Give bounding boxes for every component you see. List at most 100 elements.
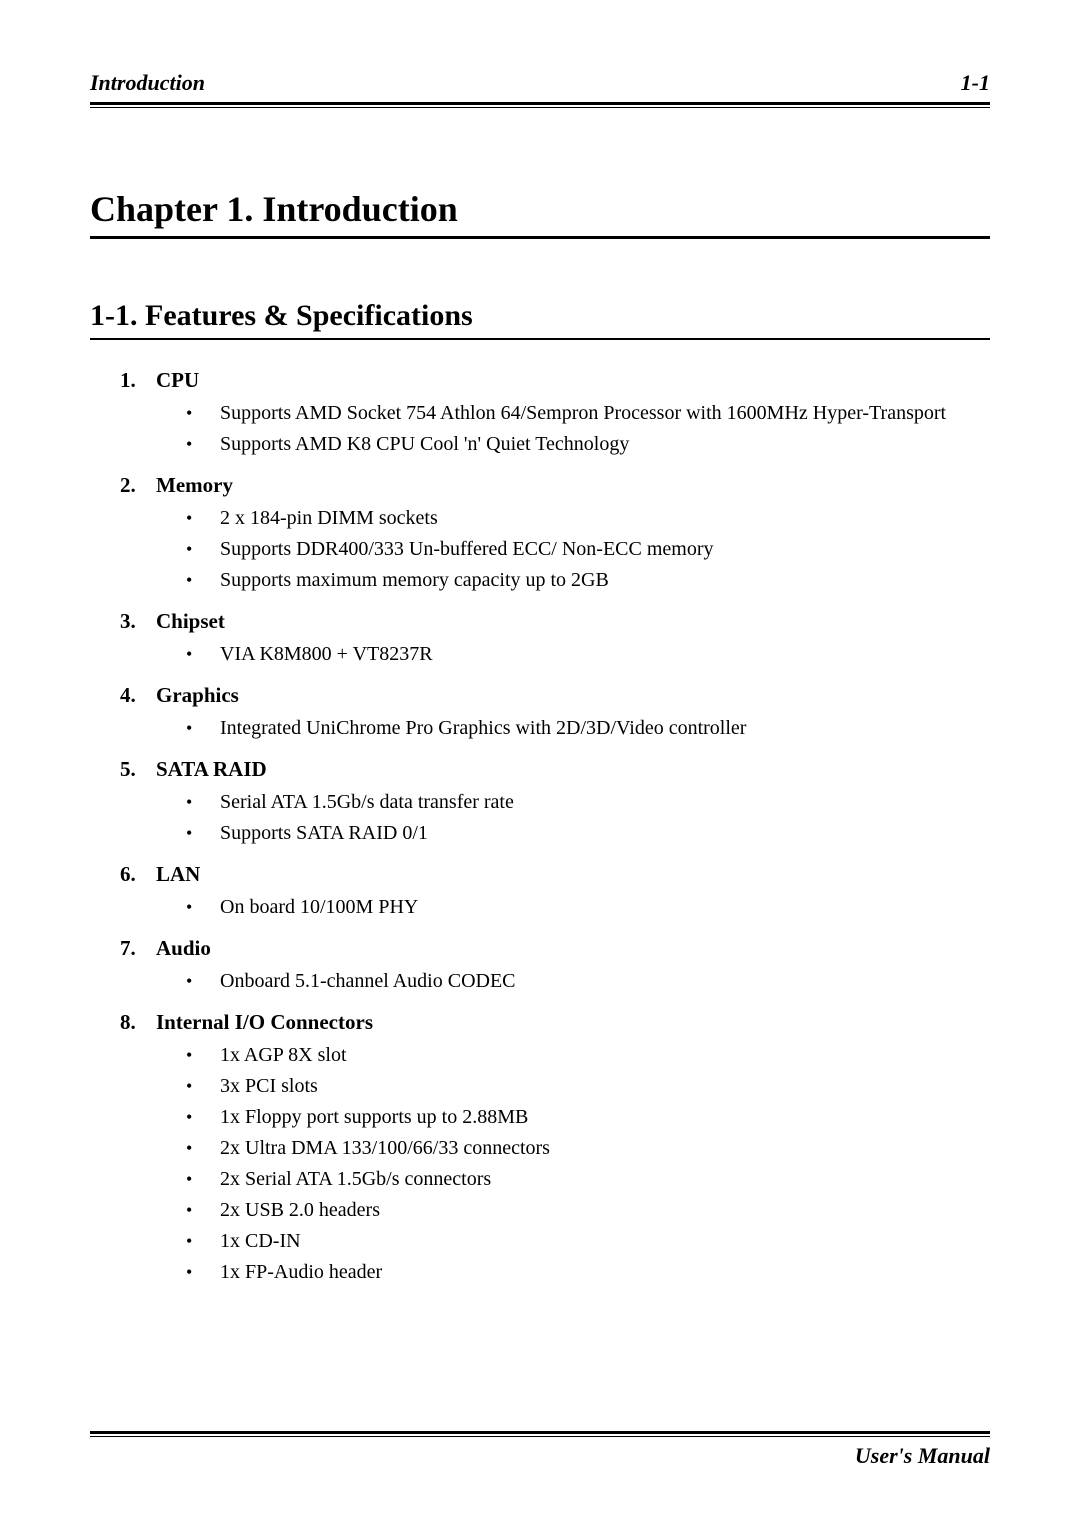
spec-item: •1x Floppy port supports up to 2.88MB xyxy=(186,1103,990,1132)
bullet-icon: • xyxy=(186,567,220,593)
spec-item: •2 x 184-pin DIMM sockets xyxy=(186,504,990,533)
spec-number: 5. xyxy=(120,757,156,782)
section-title: 1-1. Features & Specifications xyxy=(90,299,990,340)
spec-item-text: Onboard 5.1-channel Audio CODEC xyxy=(220,967,516,996)
spec-block: 2.Memory•2 x 184-pin DIMM sockets•Suppor… xyxy=(90,473,990,595)
spec-block: 7.Audio •Onboard 5.1-channel Audio CODEC xyxy=(90,936,990,996)
spec-item: •2x Ultra DMA 133/100/66/33 connectors xyxy=(186,1134,990,1163)
spec-items: •On board 10/100M PHY xyxy=(90,893,990,922)
header-left: Introduction xyxy=(90,70,205,96)
page-header: Introduction 1-1 xyxy=(90,70,990,100)
spec-item: •Integrated UniChrome Pro Graphics with … xyxy=(186,714,990,743)
spec-items: •Supports AMD Socket 754 Athlon 64/Sempr… xyxy=(90,399,990,459)
bullet-icon: • xyxy=(186,715,220,741)
spec-title: LAN xyxy=(156,862,200,887)
spec-title: Graphics xyxy=(156,683,239,708)
spec-item: •Supports SATA RAID 0/1 xyxy=(186,819,990,848)
header-right: 1-1 xyxy=(961,70,990,96)
spec-heading: 6.LAN xyxy=(90,862,990,887)
spec-item: •Supports DDR400/333 Un-buffered ECC/ No… xyxy=(186,535,990,564)
spec-item-text: 1x FP-Audio header xyxy=(220,1258,382,1287)
spec-item: •Onboard 5.1-channel Audio CODEC xyxy=(186,967,990,996)
spec-item-text: 1x Floppy port supports up to 2.88MB xyxy=(220,1103,528,1132)
spec-number: 8. xyxy=(120,1010,156,1035)
spec-number: 4. xyxy=(120,683,156,708)
spec-items: •Serial ATA 1.5Gb/s data transfer rate•S… xyxy=(90,788,990,848)
spec-number: 1. xyxy=(120,368,156,393)
bullet-icon: • xyxy=(186,1259,220,1285)
spec-heading: 3.Chipset xyxy=(90,609,990,634)
spec-number: 7. xyxy=(120,936,156,961)
bullet-icon: • xyxy=(186,968,220,994)
bullet-icon: • xyxy=(186,1197,220,1223)
spec-item: •1x AGP 8X slot xyxy=(186,1041,990,1070)
spec-block: 8.Internal I/O Connectors•1x AGP 8X slot… xyxy=(90,1010,990,1287)
chapter-title: Chapter 1. Introduction xyxy=(90,188,990,239)
spec-item-text: Supports AMD K8 CPU Cool 'n' Quiet Techn… xyxy=(220,430,629,459)
spec-block: 3.Chipset •VIA K8M800 + VT8237R xyxy=(90,609,990,669)
spec-number: 6. xyxy=(120,862,156,887)
header-rule xyxy=(90,102,990,108)
spec-title: Internal I/O Connectors xyxy=(156,1010,373,1035)
spec-item-text: 2x Serial ATA 1.5Gb/s connectors xyxy=(220,1165,491,1194)
spec-items: •2 x 184-pin DIMM sockets•Supports DDR40… xyxy=(90,504,990,595)
bullet-icon: • xyxy=(186,505,220,531)
spec-item-text: 2x USB 2.0 headers xyxy=(220,1196,380,1225)
bullet-icon: • xyxy=(186,1135,220,1161)
page: Introduction 1-1 Chapter 1. Introduction… xyxy=(0,0,1080,1529)
spec-item-text: VIA K8M800 + VT8237R xyxy=(220,640,433,669)
bullet-icon: • xyxy=(186,1228,220,1254)
bullet-icon: • xyxy=(186,536,220,562)
spec-item: •1x FP-Audio header xyxy=(186,1258,990,1287)
footer-right: User's Manual xyxy=(855,1443,990,1468)
footer-rule xyxy=(90,1431,990,1437)
spec-item-text: Serial ATA 1.5Gb/s data transfer rate xyxy=(220,788,514,817)
spec-item-text: 2 x 184-pin DIMM sockets xyxy=(220,504,438,533)
spec-item: •VIA K8M800 + VT8237R xyxy=(186,640,990,669)
spec-title: Chipset xyxy=(156,609,225,634)
spec-block: 5.SATA RAID •Serial ATA 1.5Gb/s data tran… xyxy=(90,757,990,848)
bullet-icon: • xyxy=(186,431,220,457)
bullet-icon: • xyxy=(186,789,220,815)
spec-item-text: 1x AGP 8X slot xyxy=(220,1041,347,1070)
bullet-icon: • xyxy=(186,400,220,426)
spec-block: 4.Graphics •Integrated UniChrome Pro Grap… xyxy=(90,683,990,743)
spec-heading: 7.Audio xyxy=(90,936,990,961)
spec-title: SATA RAID xyxy=(156,757,267,782)
spec-items: •Integrated UniChrome Pro Graphics with … xyxy=(90,714,990,743)
spec-item: •Serial ATA 1.5Gb/s data transfer rate xyxy=(186,788,990,817)
bullet-icon: • xyxy=(186,1042,220,1068)
spec-item-text: Integrated UniChrome Pro Graphics with 2… xyxy=(220,714,746,743)
spec-item-text: Supports DDR400/333 Un-buffered ECC/ Non… xyxy=(220,535,714,564)
spec-block: 1.CPU •Supports AMD Socket 754 Athlon 64/… xyxy=(90,368,990,459)
spec-item-text: 1x CD-IN xyxy=(220,1227,301,1256)
spec-item-text: 2x Ultra DMA 133/100/66/33 connectors xyxy=(220,1134,550,1163)
specs-content: 1.CPU •Supports AMD Socket 754 Athlon 64/… xyxy=(90,368,990,1301)
bullet-icon: • xyxy=(186,1073,220,1099)
spec-title: CPU xyxy=(156,368,199,393)
bullet-icon: • xyxy=(186,1104,220,1130)
spec-heading: 2.Memory xyxy=(90,473,990,498)
bullet-icon: • xyxy=(186,1166,220,1192)
spec-item: •1x CD-IN xyxy=(186,1227,990,1256)
bullet-icon: • xyxy=(186,894,220,920)
spec-heading: 4.Graphics xyxy=(90,683,990,708)
spec-title: Memory xyxy=(156,473,233,498)
spec-item-text: Supports maximum memory capacity up to 2… xyxy=(220,566,609,595)
bullet-icon: • xyxy=(186,820,220,846)
spec-items: •VIA K8M800 + VT8237R xyxy=(90,640,990,669)
spec-items: •1x AGP 8X slot•3x PCI slots•1x Floppy p… xyxy=(90,1041,990,1287)
spec-item: •Supports AMD K8 CPU Cool 'n' Quiet Tech… xyxy=(186,430,990,459)
spec-heading: 8.Internal I/O Connectors xyxy=(90,1010,990,1035)
bullet-icon: • xyxy=(186,641,220,667)
spec-title: Audio xyxy=(156,936,211,961)
spec-items: •Onboard 5.1-channel Audio CODEC xyxy=(90,967,990,996)
spec-heading: 5.SATA RAID xyxy=(90,757,990,782)
spec-number: 3. xyxy=(120,609,156,634)
spacer xyxy=(90,1301,990,1431)
page-footer: User's Manual xyxy=(90,1443,990,1469)
spec-item-text: 3x PCI slots xyxy=(220,1072,318,1101)
spec-heading: 1.CPU xyxy=(90,368,990,393)
spec-item-text: Supports SATA RAID 0/1 xyxy=(220,819,428,848)
spec-item-text: On board 10/100M PHY xyxy=(220,893,418,922)
